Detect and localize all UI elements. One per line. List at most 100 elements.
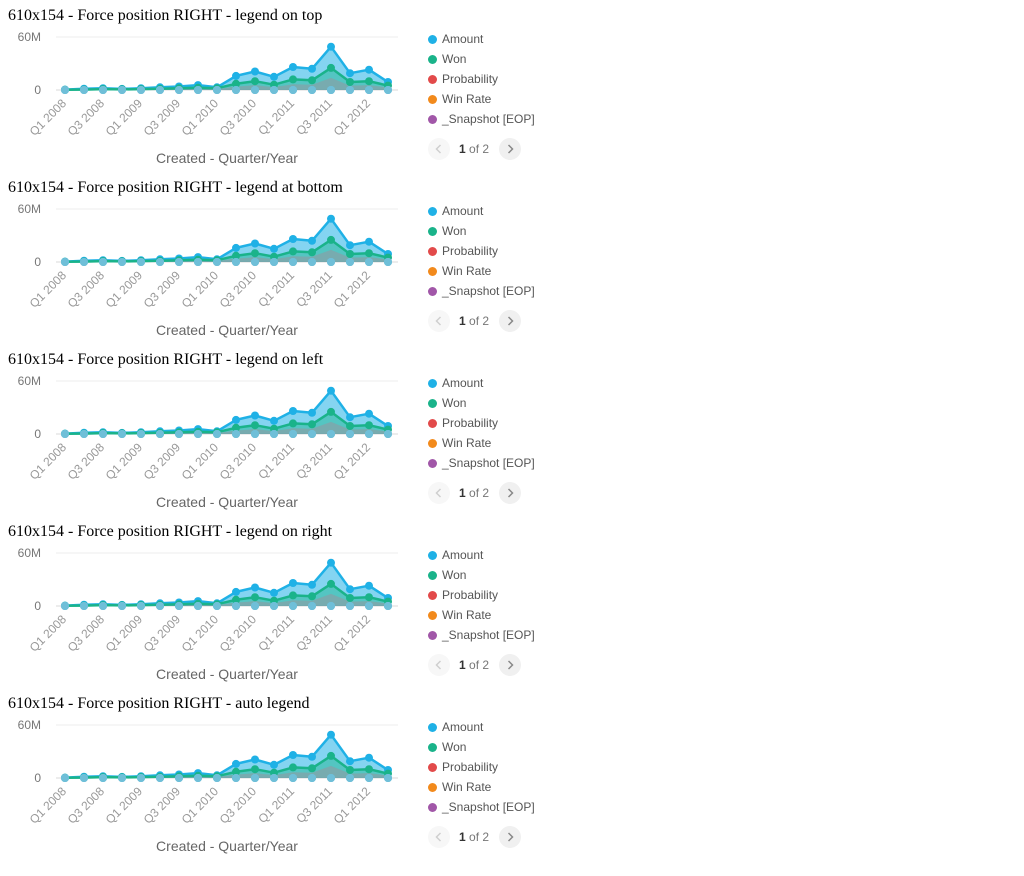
data-point-amount[interactable]	[232, 759, 240, 768]
data-point-baseline[interactable]	[156, 86, 164, 94]
data-point-won[interactable]	[251, 249, 259, 258]
data-point-won[interactable]	[232, 595, 240, 604]
legend-item[interactable]: _Snapshot [EOP]	[428, 625, 535, 645]
data-point-baseline[interactable]	[251, 258, 259, 266]
data-point-baseline[interactable]	[308, 430, 316, 438]
data-point-baseline[interactable]	[308, 774, 316, 782]
data-point-baseline[interactable]	[384, 602, 392, 610]
data-point-baseline[interactable]	[156, 430, 164, 438]
next-page-button[interactable]	[499, 310, 522, 332]
data-point-baseline[interactable]	[118, 430, 126, 438]
data-point-baseline[interactable]	[384, 86, 392, 94]
data-point-amount[interactable]	[270, 588, 278, 597]
data-point-won[interactable]	[251, 593, 259, 602]
data-point-won[interactable]	[232, 79, 240, 88]
data-point-baseline[interactable]	[327, 774, 335, 782]
data-point-baseline[interactable]	[384, 774, 392, 782]
data-point-baseline[interactable]	[251, 430, 259, 438]
data-point-baseline[interactable]	[137, 258, 145, 266]
data-point-baseline[interactable]	[327, 258, 335, 266]
next-page-button[interactable]	[499, 826, 522, 848]
data-point-won[interactable]	[327, 579, 335, 588]
data-point-amount[interactable]	[365, 65, 373, 74]
next-page-button[interactable]	[499, 138, 522, 160]
data-point-baseline[interactable]	[346, 602, 354, 610]
data-point-won[interactable]	[327, 407, 335, 416]
prev-page-button[interactable]	[428, 654, 450, 676]
legend-item[interactable]: Probability	[428, 413, 535, 433]
data-point-amount[interactable]	[232, 71, 240, 80]
data-point-won[interactable]	[289, 247, 297, 256]
data-point-amount[interactable]	[232, 587, 240, 596]
data-point-won[interactable]	[308, 764, 316, 773]
data-point-baseline[interactable]	[270, 430, 278, 438]
legend-item[interactable]: Amount	[428, 201, 535, 221]
data-point-baseline[interactable]	[308, 86, 316, 94]
data-point-baseline[interactable]	[175, 430, 183, 438]
data-point-won[interactable]	[308, 76, 316, 85]
data-point-baseline[interactable]	[194, 774, 202, 782]
data-point-baseline[interactable]	[346, 774, 354, 782]
legend-item[interactable]: _Snapshot [EOP]	[428, 453, 535, 473]
data-point-baseline[interactable]	[365, 86, 373, 94]
data-point-won[interactable]	[346, 766, 354, 774]
data-point-baseline[interactable]	[194, 258, 202, 266]
data-point-amount[interactable]	[365, 753, 373, 762]
data-point-baseline[interactable]	[213, 602, 221, 610]
data-point-baseline[interactable]	[80, 774, 88, 782]
data-point-won[interactable]	[308, 592, 316, 601]
data-point-amount[interactable]	[232, 243, 240, 252]
data-point-baseline[interactable]	[270, 602, 278, 610]
data-point-won[interactable]	[346, 422, 354, 430]
data-point-baseline[interactable]	[346, 258, 354, 266]
data-point-baseline[interactable]	[99, 258, 107, 266]
data-point-amount[interactable]	[232, 415, 240, 424]
data-point-baseline[interactable]	[384, 430, 392, 438]
data-point-won[interactable]	[289, 419, 297, 428]
data-point-won[interactable]	[251, 77, 259, 86]
data-point-baseline[interactable]	[175, 86, 183, 94]
data-point-baseline[interactable]	[289, 430, 297, 438]
legend-item[interactable]: Won	[428, 737, 535, 757]
data-point-baseline[interactable]	[194, 602, 202, 610]
data-point-baseline[interactable]	[289, 774, 297, 782]
data-point-baseline[interactable]	[213, 86, 221, 94]
data-point-won[interactable]	[365, 77, 373, 86]
data-point-baseline[interactable]	[251, 774, 259, 782]
legend-item[interactable]: Win Rate	[428, 605, 535, 625]
data-point-baseline[interactable]	[99, 602, 107, 610]
data-point-baseline[interactable]	[213, 774, 221, 782]
data-point-baseline[interactable]	[270, 258, 278, 266]
data-point-won[interactable]	[232, 767, 240, 776]
data-point-won[interactable]	[289, 763, 297, 772]
data-point-baseline[interactable]	[365, 774, 373, 782]
data-point-amount[interactable]	[346, 757, 354, 766]
data-point-baseline[interactable]	[194, 430, 202, 438]
data-point-amount[interactable]	[327, 214, 335, 223]
data-point-amount[interactable]	[327, 386, 335, 395]
data-point-baseline[interactable]	[156, 258, 164, 266]
data-point-won[interactable]	[327, 63, 335, 72]
data-point-amount[interactable]	[251, 583, 259, 592]
legend-item[interactable]: Probability	[428, 585, 535, 605]
data-point-baseline[interactable]	[156, 602, 164, 610]
legend-item[interactable]: Won	[428, 565, 535, 585]
data-point-baseline[interactable]	[175, 258, 183, 266]
data-point-baseline[interactable]	[289, 602, 297, 610]
data-point-baseline[interactable]	[118, 602, 126, 610]
legend-item[interactable]: Won	[428, 49, 535, 69]
data-point-baseline[interactable]	[365, 602, 373, 610]
data-point-amount[interactable]	[346, 241, 354, 250]
data-point-amount[interactable]	[346, 69, 354, 78]
legend-item[interactable]: Probability	[428, 241, 535, 261]
prev-page-button[interactable]	[428, 826, 450, 848]
data-point-baseline[interactable]	[289, 86, 297, 94]
legend-item[interactable]: Won	[428, 393, 535, 413]
data-point-amount[interactable]	[308, 408, 316, 417]
data-point-baseline[interactable]	[232, 86, 240, 94]
data-point-baseline[interactable]	[232, 774, 240, 782]
data-point-baseline[interactable]	[99, 86, 107, 94]
data-point-baseline[interactable]	[384, 258, 392, 266]
data-point-baseline[interactable]	[346, 430, 354, 438]
data-point-baseline[interactable]	[61, 86, 69, 94]
